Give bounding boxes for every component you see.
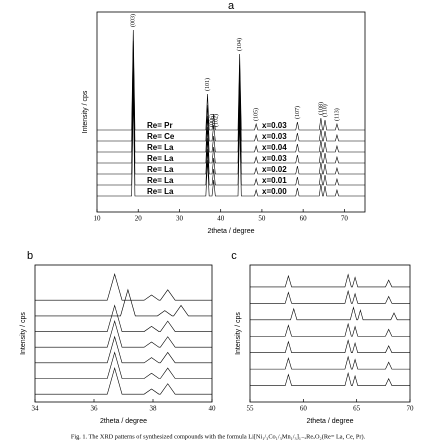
caption: Fig. 1. The XRD patterns of synthesized … (71, 433, 366, 440)
series-name: Re= La (147, 143, 174, 152)
pattern-line (97, 84, 365, 186)
peak-label: (006) (208, 114, 215, 127)
series-composition: x=0.04 (262, 143, 287, 152)
x-tick-label: 60 (300, 405, 308, 413)
x-axis-title: 2theta / degree (100, 418, 147, 425)
x-tick-label: 50 (258, 215, 266, 223)
peak-label: (102) (213, 114, 220, 127)
series-composition: x=0.01 (262, 176, 287, 185)
panel-label: c (231, 250, 237, 262)
pattern-line (250, 273, 410, 288)
pattern-line (35, 273, 212, 301)
series-name: Re= Pr (147, 121, 173, 130)
pattern-line (250, 322, 410, 337)
pattern-line (35, 288, 212, 317)
y-axis-title: Intensity / cps (235, 312, 242, 355)
panel-label: b (27, 250, 33, 262)
series-name: Re= La (147, 176, 174, 185)
peak-label: (107) (294, 106, 301, 119)
series-composition: x=0.03 (262, 121, 287, 130)
peak-label: (108) (317, 102, 324, 115)
x-tick-label: 70 (407, 405, 415, 413)
x-tick-label: 34 (32, 405, 40, 413)
x-tick-label: 36 (91, 405, 99, 413)
series-name: Re= La (147, 165, 174, 174)
pattern-line (97, 40, 365, 142)
x-axis-title: 2theta / degree (207, 228, 254, 235)
x-tick-label: 40 (217, 215, 225, 223)
plot-frame (249, 264, 411, 403)
plot-frame (34, 264, 213, 403)
pattern-line (97, 73, 365, 175)
x-tick-label: 30 (176, 215, 184, 223)
peak-label: (101) (204, 78, 211, 91)
series-name: Re= La (147, 187, 174, 196)
peak-label: (105) (253, 108, 260, 121)
pattern-line (35, 304, 212, 332)
series-name: Re= La (147, 154, 174, 163)
pattern-line (35, 335, 212, 364)
pattern-line (35, 366, 212, 395)
pattern-line (97, 51, 365, 153)
y-axis-title: Intensity / cps (82, 90, 89, 133)
y-axis-title: Intensity / cps (20, 312, 27, 355)
panel-label: a (228, 0, 235, 12)
x-tick-label: 10 (94, 215, 102, 223)
x-tick-label: 40 (209, 405, 217, 413)
series-composition: x=0.02 (262, 165, 287, 174)
pattern-line (35, 351, 212, 379)
x-tick-label: 65 (353, 405, 361, 413)
series-name: Re= Ce (147, 132, 175, 141)
series-composition: x=0.03 (262, 154, 287, 163)
x-tick-label: 20 (135, 215, 143, 223)
pattern-line (97, 62, 365, 164)
pattern-line (250, 355, 410, 370)
peak-label: (104) (236, 38, 243, 51)
peak-label: (113) (333, 108, 340, 121)
x-tick-label: 60 (300, 215, 308, 223)
x-axis-title: 2theta / degree (306, 418, 353, 425)
pattern-line (97, 29, 365, 131)
pattern-line (250, 306, 410, 321)
peak-label: (003) (130, 14, 137, 27)
pattern-line (250, 372, 410, 386)
plot-frame (96, 11, 366, 213)
series-composition: x=0.00 (262, 187, 287, 196)
x-tick-label: 55 (247, 405, 255, 413)
pattern-line (97, 95, 365, 197)
series-composition: x=0.03 (262, 132, 287, 141)
x-tick-label: 38 (150, 405, 158, 413)
x-tick-label: 70 (341, 215, 349, 223)
pattern-line (35, 319, 212, 348)
peak-label: (110) (321, 104, 328, 117)
pattern-line (250, 289, 410, 304)
pattern-line (250, 339, 410, 353)
